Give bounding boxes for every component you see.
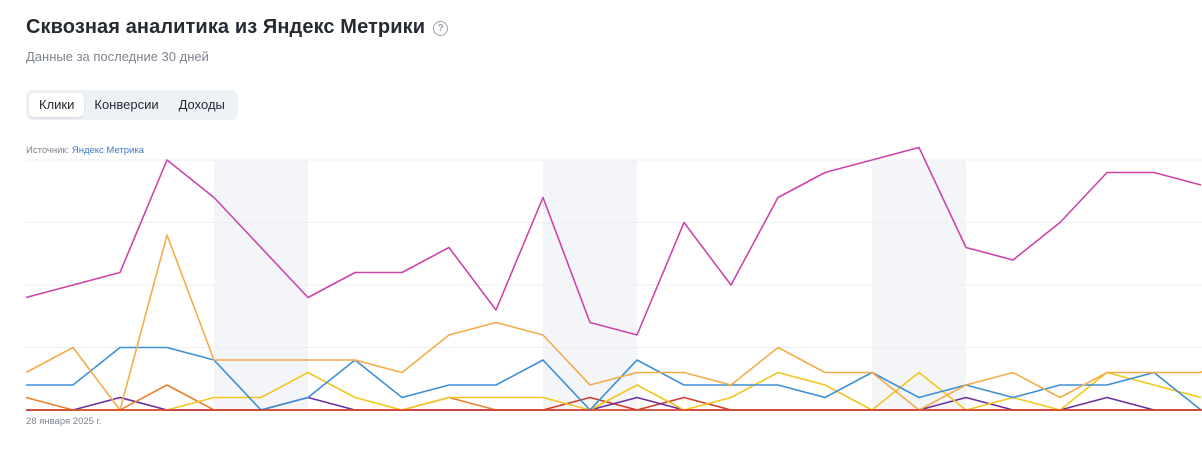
metric-tabs: Клики Конверсии Доходы [26,90,238,120]
header: Сквозная аналитика из Яндекс Метрики ? Д… [26,16,449,64]
page-subtitle: Данные за последние 30 дней [26,49,209,64]
series-line-1 [25,234,1202,411]
series-line-3 [26,371,1202,411]
source-prefix: Источник: [26,145,70,156]
x-axis-start-label: 28 января 2025 г. [26,416,102,427]
source-link[interactable]: Яндекс Метрика [71,145,145,156]
series-line-2 [26,346,1202,411]
tab-clicks[interactable]: Клики [29,93,85,117]
page-title: Сквозная аналитика из Яндекс Метрики [26,16,426,38]
title-row: Сквозная аналитика из Яндекс Метрики ? [26,16,449,39]
tab-revenue[interactable]: Доходы [178,97,225,112]
tab-conversions[interactable]: Конверсии [94,97,159,112]
series-line-0 [25,146,1202,336]
question-circle-icon[interactable]: ? [433,21,449,36]
source-note: Источник: Яндекс Метрика [26,145,144,156]
